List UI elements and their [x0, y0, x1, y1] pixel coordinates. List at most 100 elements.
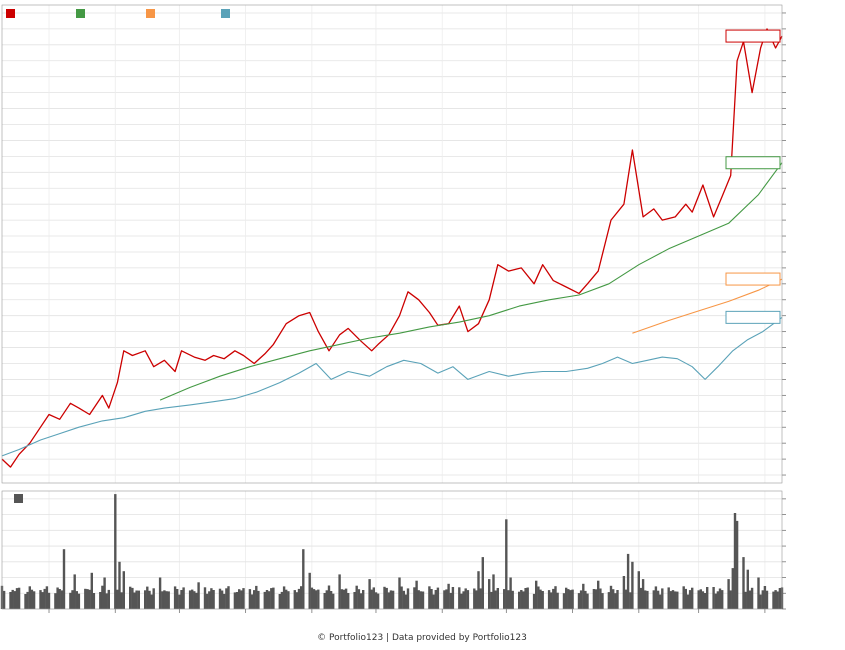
volume-bar	[220, 590, 224, 609]
volume-bar	[272, 587, 275, 609]
volume-bar	[509, 577, 512, 609]
footer-credit: © Portfolio123 | Data provided by Portfo…	[317, 633, 527, 643]
volume-bar	[473, 588, 476, 609]
volume-bar	[586, 593, 589, 609]
volume-bar	[430, 589, 433, 609]
volume-bar	[552, 588, 555, 609]
last-value-tags	[725, 29, 781, 324]
legend-swatch	[6, 9, 15, 18]
volume-bar	[302, 549, 305, 609]
volume-bar	[131, 587, 134, 609]
last-value-tag-box	[725, 156, 781, 170]
volume-bar	[616, 590, 619, 609]
volume-bar	[505, 519, 508, 609]
volume-bar	[148, 590, 151, 609]
volume-bar	[532, 593, 536, 609]
volume-bar	[248, 589, 252, 609]
volume-bar	[120, 592, 123, 609]
volume-bar	[676, 591, 679, 609]
volume-bar	[716, 591, 720, 609]
volume-bar	[601, 593, 604, 609]
volume-bar	[193, 591, 196, 609]
last-value-tag-box	[725, 272, 781, 286]
volume-bar	[263, 591, 266, 609]
volume-bar	[39, 590, 42, 609]
volume-bar	[178, 594, 181, 609]
price-y-axis	[782, 12, 786, 476]
volume-bar	[173, 586, 177, 609]
volume-bar	[355, 585, 358, 609]
volume-bar	[385, 587, 388, 609]
volume-bar	[368, 579, 371, 609]
volume-bar	[353, 592, 356, 609]
volume-bar	[686, 594, 690, 609]
volume-bar	[524, 588, 527, 609]
volume-bar	[656, 590, 660, 609]
volume-bar	[54, 593, 57, 609]
volume-bar	[774, 590, 777, 609]
volume-bar	[150, 594, 153, 609]
volume-bar	[182, 587, 185, 609]
volume-bar	[374, 592, 378, 609]
volume-bar	[701, 591, 705, 609]
volume-bar	[652, 590, 655, 609]
volume-bar	[571, 589, 574, 609]
volume-bar	[99, 592, 102, 609]
volume-bar	[699, 589, 702, 609]
last-value-tag-box	[725, 29, 781, 43]
volume-bar	[434, 590, 437, 609]
volume-bar	[300, 586, 303, 609]
volume-bar	[165, 591, 168, 609]
volume-bar	[92, 593, 96, 609]
legend-swatch	[146, 9, 155, 18]
volume-bar	[389, 590, 393, 609]
volume-bar	[597, 580, 600, 609]
volume-bar	[721, 590, 724, 609]
volume-bar	[325, 590, 328, 609]
volume-y-axis	[782, 498, 786, 610]
volume-bar	[654, 586, 658, 609]
volume-bar	[314, 590, 318, 609]
volume-bar	[413, 587, 416, 609]
series-line-sma-50	[159, 162, 783, 401]
volume-bar	[746, 569, 749, 609]
volume-bar	[135, 590, 138, 609]
volume-bar	[240, 590, 243, 609]
volume-bar	[287, 591, 290, 609]
volume-bar	[203, 587, 207, 609]
volume-bar	[210, 588, 213, 609]
volume-bar	[75, 591, 78, 609]
volume-bar	[582, 583, 585, 609]
volume-bar	[225, 588, 228, 609]
volume-bar	[511, 590, 514, 609]
volume-bar	[644, 590, 647, 609]
volume-bar	[58, 589, 61, 609]
volume-bar	[152, 588, 155, 609]
volume-bar	[464, 588, 467, 609]
volume-bar	[494, 590, 497, 609]
volume-legend-swatch	[14, 494, 23, 503]
volume-plot-frame	[1, 490, 783, 610]
volume-bar	[62, 549, 66, 609]
volume-bar	[28, 586, 31, 609]
volume-bar	[537, 586, 540, 609]
volume-bar	[235, 592, 239, 609]
volume-bar	[612, 589, 615, 609]
volume-bar	[744, 591, 747, 609]
volume-bar	[629, 592, 632, 609]
volume-bar	[750, 587, 754, 609]
price-legend	[6, 9, 230, 18]
volume-bar	[15, 588, 19, 609]
volume-bar	[697, 590, 700, 609]
volume-bar	[101, 585, 104, 609]
volume-bar	[761, 590, 764, 609]
volume-bar	[233, 592, 237, 609]
volume-bar	[691, 587, 694, 609]
volume-bar	[347, 593, 350, 609]
volume-bar	[550, 592, 553, 609]
volume-bar	[776, 591, 779, 609]
volume-bar	[479, 588, 482, 609]
volume-bar	[90, 572, 93, 609]
volume-bar	[270, 588, 273, 609]
volume-bar	[492, 574, 495, 609]
